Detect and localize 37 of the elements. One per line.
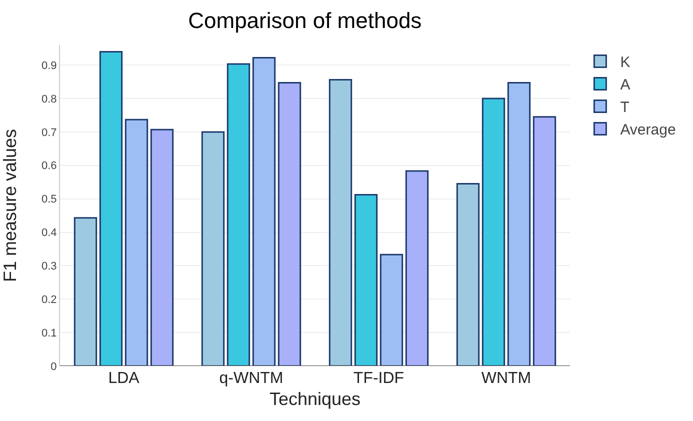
y-tick-label: 0.3: [42, 260, 57, 273]
bar: [380, 254, 404, 366]
bar: [482, 98, 506, 366]
x-tick-label: LDA: [108, 370, 140, 387]
bar: [507, 82, 531, 366]
legend-label: Average: [620, 122, 676, 139]
bar: [354, 194, 378, 366]
chart-title: Comparison of methods: [188, 8, 422, 34]
y-tick-label: 0.2: [42, 294, 57, 306]
x-tick-label: WNTM: [481, 370, 532, 387]
legend-label: K: [620, 54, 630, 72]
bar: [456, 183, 480, 366]
x-tick-label: TF-IDF: [353, 370, 404, 387]
y-tick-label: 0.5: [42, 194, 57, 206]
bar: [150, 128, 174, 366]
y-tick-label: 0.7: [42, 126, 57, 139]
bar: [252, 56, 276, 366]
bar: [405, 170, 429, 366]
bar: [226, 63, 250, 366]
y-tick-label: 0.4: [42, 227, 57, 240]
bar: [328, 79, 352, 366]
y-tick-label: 0.9: [42, 60, 57, 72]
y-tick-label: 0.1: [42, 327, 57, 340]
bar: [532, 116, 556, 366]
y-tick-label: 0.6: [42, 160, 57, 172]
x-axis-title: Techniques: [269, 389, 361, 410]
legend-label: A: [620, 76, 630, 94]
bar: [74, 217, 98, 366]
y-tick-label: 0: [50, 360, 57, 373]
bar: [99, 50, 123, 366]
bar: [124, 118, 148, 366]
x-tick-label: q-WNTM: [219, 370, 284, 387]
bar: [278, 82, 302, 366]
legend-label: T: [620, 99, 630, 116]
y-tick-label: 0.8: [42, 93, 57, 106]
y-axis-title: F1 measure values: [0, 128, 20, 282]
bar: [201, 131, 225, 366]
